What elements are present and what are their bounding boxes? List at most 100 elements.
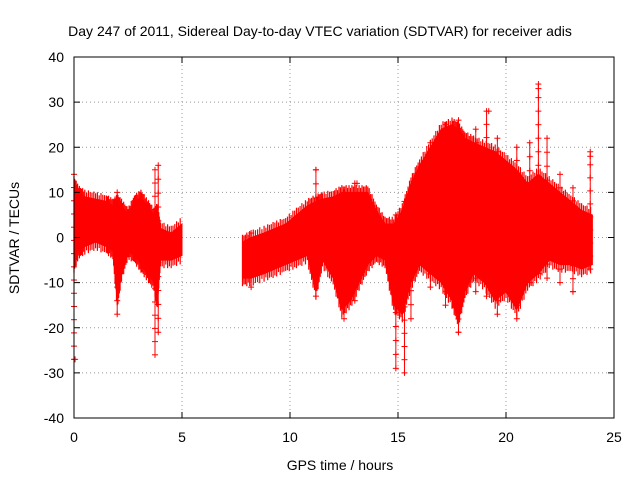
spike-point <box>472 207 479 214</box>
spike-point <box>483 240 490 247</box>
spike-point <box>152 338 158 345</box>
spike-point <box>442 232 449 239</box>
spike-point <box>427 257 434 264</box>
y-tick-label: 0 <box>56 230 64 246</box>
spike-point <box>442 177 449 184</box>
spike-point <box>569 249 576 256</box>
spike-point <box>407 315 414 322</box>
spike-point <box>152 166 158 173</box>
spike-point <box>535 202 542 209</box>
spike-point <box>483 266 490 273</box>
spike-point <box>442 274 449 281</box>
spike-point <box>569 275 576 282</box>
spike-point <box>526 251 533 258</box>
y-tick-label: -30 <box>44 365 64 381</box>
x-tick-label: 15 <box>390 429 406 445</box>
spike-point <box>155 259 162 266</box>
spike-point <box>442 149 449 156</box>
spike-point <box>152 206 158 213</box>
spike-point <box>427 284 434 291</box>
spike-point <box>587 253 594 260</box>
spike-point <box>494 202 501 209</box>
spike-point <box>494 257 501 264</box>
spike-point <box>427 165 434 172</box>
spike-point <box>442 163 449 170</box>
spike-point <box>455 130 462 137</box>
spike-point <box>535 229 542 236</box>
spike-point <box>494 229 501 236</box>
spike-point <box>427 152 434 159</box>
y-tick-label: 20 <box>48 139 64 155</box>
spike-point <box>494 243 501 250</box>
spike-point <box>513 276 520 283</box>
spike-point <box>535 108 542 115</box>
spike-point <box>513 289 520 296</box>
spike-point <box>407 245 414 252</box>
spike-point <box>155 204 162 211</box>
spike-point <box>526 153 533 160</box>
spike-point <box>407 259 414 266</box>
spike-point <box>494 135 501 142</box>
spike-point <box>427 179 434 186</box>
spike-point <box>155 301 162 308</box>
spike-point <box>427 139 434 146</box>
spike-point <box>341 301 347 308</box>
spike-point <box>494 189 501 196</box>
spike-point <box>312 251 319 258</box>
spike-point <box>472 153 479 160</box>
spike-point <box>483 187 490 194</box>
spike-point <box>114 270 121 277</box>
x-axis-tick-labels: 0 5 10 15 20 25 <box>70 429 622 445</box>
spike-point <box>526 139 533 146</box>
spike-point <box>152 351 158 358</box>
spike-point <box>442 135 449 142</box>
spike-point <box>483 174 490 181</box>
spike-point <box>401 317 408 324</box>
spike-point <box>442 288 449 295</box>
outlier-point <box>535 85 542 92</box>
spike-point <box>483 121 490 128</box>
spike-point <box>155 176 162 183</box>
spike-point <box>152 285 158 292</box>
spike-point <box>407 203 414 210</box>
spike-point <box>544 233 551 240</box>
spike-point <box>351 219 358 226</box>
spike-point <box>494 148 501 155</box>
outlier-point <box>412 184 419 191</box>
spike-point <box>513 157 520 164</box>
spike-point <box>455 262 462 269</box>
spike-point <box>455 117 462 124</box>
spike-point <box>472 193 479 200</box>
spike-point <box>587 266 594 273</box>
spike-point <box>472 261 479 268</box>
spike-point <box>455 236 462 243</box>
spike-point <box>544 275 551 282</box>
y-axis-label: SDTVAR / TECUs <box>6 182 22 294</box>
spike-point <box>494 284 501 291</box>
outlier-point <box>72 356 79 363</box>
spike-point <box>513 170 520 177</box>
outlier-point <box>353 180 360 187</box>
spike-point <box>401 330 408 337</box>
spike-point <box>513 236 520 243</box>
spike-point <box>535 189 542 196</box>
spike-point <box>351 297 358 304</box>
spike-point <box>114 189 121 196</box>
spike-point <box>587 200 594 207</box>
spike-point <box>472 126 479 133</box>
outlier-point <box>455 329 462 336</box>
spike-point <box>483 147 490 154</box>
spike-point <box>544 191 551 198</box>
x-tick-label: 5 <box>178 429 186 445</box>
y-tick-label: -10 <box>44 275 64 291</box>
spike-point <box>535 121 542 128</box>
spike-point <box>152 325 158 332</box>
spike-point <box>155 190 162 197</box>
y-tick-label: 30 <box>48 94 64 110</box>
spike-point <box>455 249 462 256</box>
spike-point <box>472 166 479 173</box>
spike-point <box>312 208 319 215</box>
spike-point <box>472 139 479 146</box>
spike-point <box>455 276 462 283</box>
